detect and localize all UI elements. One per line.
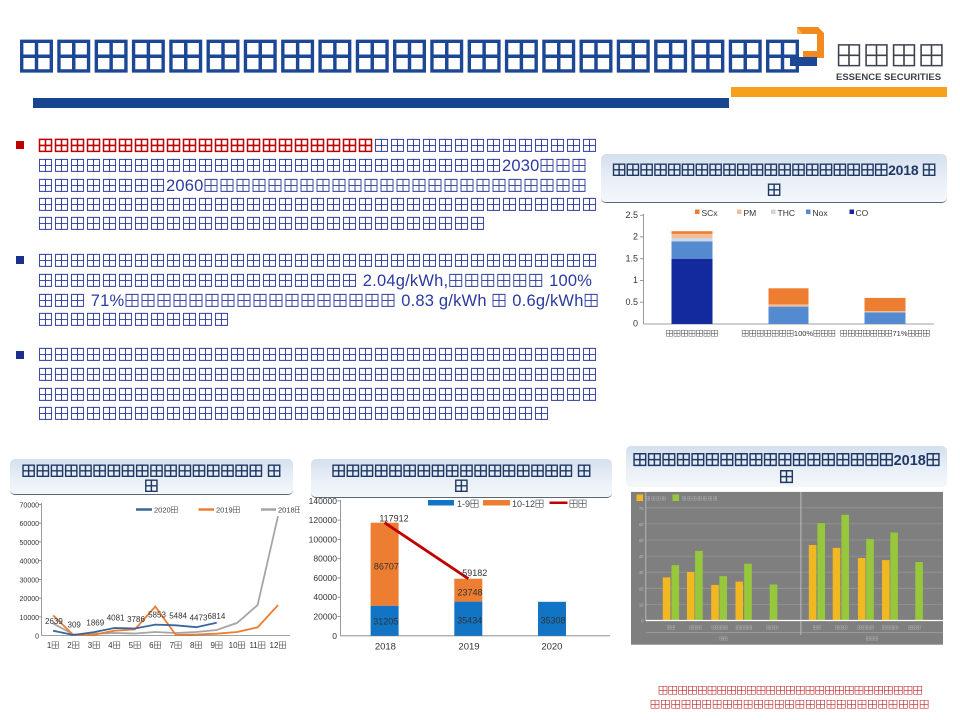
svg-text:2018年: 2018年 bbox=[278, 506, 300, 514]
svg-text:120000: 120000 bbox=[309, 517, 338, 525]
svg-text:20000: 20000 bbox=[313, 614, 337, 622]
svg-text:2月: 2月 bbox=[67, 641, 79, 649]
svg-text:THC: THC bbox=[778, 210, 795, 218]
svg-text:2.5: 2.5 bbox=[625, 211, 638, 220]
svg-text:5484: 5484 bbox=[169, 611, 187, 619]
svg-text:2019: 2019 bbox=[458, 643, 479, 652]
svg-text:0: 0 bbox=[332, 633, 337, 641]
svg-text:“国六”公交车: “国六”公交车 bbox=[666, 329, 719, 337]
svg-text:70000: 70000 bbox=[20, 501, 40, 508]
svg-text:1869: 1869 bbox=[86, 618, 104, 626]
svg-text:5月: 5月 bbox=[129, 641, 141, 649]
svg-text:天然气: 天然气 bbox=[689, 625, 702, 630]
svg-text:公交: 公交 bbox=[719, 636, 727, 641]
svg-text:6月: 6月 bbox=[149, 641, 161, 649]
svg-text:2: 2 bbox=[633, 233, 638, 242]
svg-text:35308: 35308 bbox=[540, 617, 565, 626]
svg-text:7月: 7月 bbox=[170, 641, 182, 649]
svg-text:1: 1 bbox=[633, 276, 638, 285]
svg-text:4473: 4473 bbox=[190, 614, 208, 622]
svg-text:60000: 60000 bbox=[313, 575, 337, 583]
svg-text:出租车: 出租车 bbox=[866, 636, 879, 641]
svg-text:80000: 80000 bbox=[313, 556, 337, 564]
svg-text:100000: 100000 bbox=[309, 536, 338, 544]
svg-text:9月: 9月 bbox=[210, 641, 222, 649]
svg-text:0.5: 0.5 bbox=[625, 298, 638, 307]
svg-text:油电混合: 油电混合 bbox=[857, 625, 874, 630]
svg-text:纯电动公交车（71%火电）: 纯电动公交车（71%火电） bbox=[840, 329, 930, 337]
svg-text:Nox: Nox bbox=[813, 210, 829, 218]
svg-text:气电混合: 气电混合 bbox=[882, 625, 899, 630]
svg-text:2020年: 2020年 bbox=[154, 506, 178, 514]
svg-text:2019年: 2019年 bbox=[216, 506, 240, 514]
svg-text:CO: CO bbox=[856, 210, 869, 218]
svg-text:纯电动: 纯电动 bbox=[766, 625, 779, 630]
svg-text:生命周期碳排放: 生命周期碳排放 bbox=[682, 496, 718, 501]
svg-text:2020: 2020 bbox=[541, 643, 562, 652]
svg-text:30: 30 bbox=[639, 570, 644, 575]
svg-text:2018: 2018 bbox=[375, 643, 396, 652]
svg-text:SCx: SCx bbox=[702, 210, 719, 218]
svg-text:70: 70 bbox=[639, 506, 644, 511]
svg-text:5853: 5853 bbox=[148, 611, 166, 619]
svg-text:尾气排放: 尾气排放 bbox=[646, 496, 667, 501]
svg-text:3786: 3786 bbox=[127, 615, 145, 623]
svg-text:柴油: 柴油 bbox=[667, 625, 675, 630]
svg-text:60000: 60000 bbox=[20, 520, 40, 527]
svg-text:10月: 10月 bbox=[229, 641, 246, 649]
svg-text:PM: PM bbox=[744, 210, 757, 218]
svg-text:59182: 59182 bbox=[462, 569, 487, 578]
svg-text:8月: 8月 bbox=[190, 641, 202, 649]
svg-text:11月: 11月 bbox=[249, 641, 265, 649]
svg-text:40000: 40000 bbox=[20, 558, 40, 565]
svg-text:0: 0 bbox=[633, 320, 638, 329]
svg-text:1.5: 1.5 bbox=[625, 255, 638, 264]
svg-text:40: 40 bbox=[639, 554, 644, 559]
svg-text:柴油: 柴油 bbox=[813, 625, 821, 630]
svg-text:0: 0 bbox=[35, 633, 39, 640]
svg-text:60: 60 bbox=[639, 522, 644, 527]
svg-text:50000: 50000 bbox=[20, 539, 40, 546]
svg-text:1月: 1月 bbox=[47, 641, 59, 649]
svg-text:30000: 30000 bbox=[20, 576, 40, 583]
svg-text:1-9月: 1-9月 bbox=[457, 499, 479, 509]
svg-text:12月: 12月 bbox=[270, 641, 287, 649]
svg-text:油电混合: 油电混合 bbox=[711, 625, 728, 630]
svg-text:40000: 40000 bbox=[313, 594, 337, 602]
svg-text:天然气: 天然气 bbox=[835, 625, 848, 630]
svg-text:10-12月: 10-12月 bbox=[512, 499, 544, 509]
svg-text:4月: 4月 bbox=[108, 641, 120, 649]
svg-text:10000: 10000 bbox=[20, 614, 40, 621]
svg-text:23748: 23748 bbox=[457, 589, 482, 598]
svg-text:117912: 117912 bbox=[379, 515, 408, 524]
svg-text:6814: 6814 bbox=[208, 612, 226, 620]
svg-text:20000: 20000 bbox=[20, 595, 40, 602]
svg-text:140000: 140000 bbox=[309, 498, 338, 506]
svg-text:气电混合: 气电混合 bbox=[736, 625, 753, 630]
svg-text:全年: 全年 bbox=[569, 499, 587, 509]
svg-text:0: 0 bbox=[641, 619, 644, 624]
svg-text:4081: 4081 bbox=[107, 614, 125, 622]
svg-text:31205: 31205 bbox=[373, 617, 398, 626]
svg-text:2639: 2639 bbox=[45, 617, 63, 625]
svg-text:309: 309 bbox=[68, 621, 82, 629]
svg-text:3月: 3月 bbox=[88, 641, 100, 649]
svg-text:50: 50 bbox=[639, 538, 644, 543]
svg-text:20: 20 bbox=[639, 586, 644, 591]
svg-text:35434: 35434 bbox=[457, 617, 482, 626]
svg-text:10: 10 bbox=[639, 602, 644, 607]
svg-text:86707: 86707 bbox=[374, 563, 399, 572]
svg-text:纯电动: 纯电动 bbox=[908, 625, 921, 630]
svg-text:纯电动公交车（100%火电）: 纯电动公交车（100%火电） bbox=[741, 329, 835, 337]
